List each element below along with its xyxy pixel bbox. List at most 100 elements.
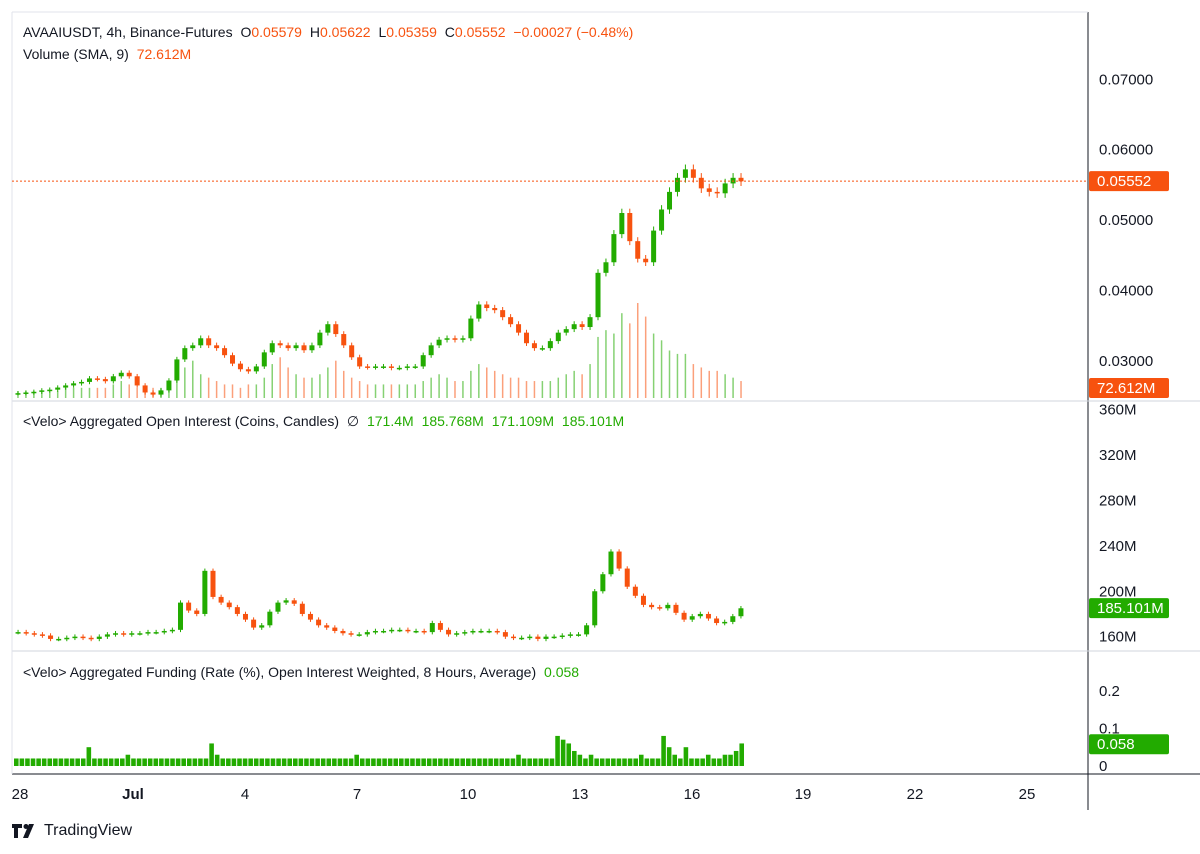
price-pane[interactable] <box>12 164 1088 398</box>
candle-body <box>659 209 665 231</box>
candle-body <box>269 343 275 353</box>
candle-body <box>444 338 450 340</box>
oi-candle-body <box>429 623 435 633</box>
funding-bar <box>371 758 376 766</box>
candle-body <box>39 390 45 392</box>
oi-candle-body <box>48 635 54 639</box>
time-tick-label: 25 <box>1019 786 1036 803</box>
funding-bar <box>566 743 572 766</box>
funding-bar <box>672 754 678 766</box>
volume-bar <box>414 384 417 398</box>
open-interest-pane[interactable] <box>15 549 744 642</box>
oi-candle-body <box>104 634 110 637</box>
volume-bar <box>247 384 250 398</box>
funding-title[interactable]: <Velo> Aggregated Funding (Rate (%), Ope… <box>23 664 537 680</box>
funding-bar <box>287 758 293 766</box>
funding-bar <box>136 758 142 766</box>
funding-bar <box>387 758 393 766</box>
funding-tick-label: 0.2 <box>1099 683 1120 700</box>
candle-body <box>667 191 673 210</box>
oi-candle-body <box>705 613 711 619</box>
volume-bar <box>64 387 67 398</box>
funding-bar <box>209 743 214 766</box>
volume-bar <box>303 377 305 398</box>
funding-bar <box>186 758 192 766</box>
oi-candle-body <box>689 616 695 620</box>
funding-bar <box>661 735 666 766</box>
funding-bar <box>705 754 711 766</box>
funding-bar <box>131 758 136 766</box>
oi-candle-body <box>259 625 265 628</box>
candle-body <box>674 177 680 192</box>
funding-bar <box>638 754 644 766</box>
symbol-label[interactable]: AVAAIUSDT, 4h, Binance-Futures <box>23 24 233 40</box>
oi-candle-body <box>332 627 338 631</box>
candle-body <box>563 329 569 333</box>
candle-body <box>396 367 402 370</box>
volume-bar <box>366 384 369 398</box>
funding-bar <box>320 758 326 766</box>
tradingview-logo[interactable]: TradingView <box>12 822 132 840</box>
volume-bar <box>271 364 273 398</box>
volume-label[interactable]: Volume (SMA, 9) <box>23 46 129 62</box>
funding-bar <box>41 758 47 766</box>
price-tick-label: 0.06000 <box>1099 142 1153 159</box>
price-tick-label: 0.07000 <box>1099 71 1153 88</box>
volume-bar <box>446 377 448 398</box>
candle-body <box>198 338 204 346</box>
oi-title[interactable]: <Velo> Aggregated Open Interest (Coins, … <box>23 413 339 429</box>
oi-tick-label: 360M <box>1099 402 1137 419</box>
close-label: C <box>444 24 455 40</box>
volume-bar <box>192 360 194 398</box>
volume-bar <box>724 374 726 398</box>
oi-candle-body <box>649 604 655 608</box>
oi-candle-body <box>657 607 663 609</box>
candle-body <box>325 324 331 333</box>
volume-bar <box>438 374 440 398</box>
price-axes[interactable]: 0.07000 0.06000 0.05000 0.04000 0.03000 0.055… <box>12 71 1169 803</box>
volume-bar <box>88 387 91 398</box>
time-tick-label: 7 <box>353 786 361 803</box>
volume-bar <box>660 340 663 398</box>
oi-candle-body <box>218 596 224 603</box>
funding-pane[interactable] <box>14 735 744 766</box>
funding-bar <box>527 758 532 766</box>
oi-candle-body <box>640 595 646 605</box>
volume-bar <box>462 381 464 398</box>
change-value: −0.00027 (−0.48%) <box>513 24 634 40</box>
price-tick-label: 0.04000 <box>1099 282 1153 299</box>
funding-bar <box>125 754 131 766</box>
volume-bar <box>72 387 75 398</box>
candle-body <box>380 366 386 368</box>
candle-body <box>23 392 29 394</box>
funding-bar <box>309 758 315 766</box>
funding-bar <box>86 747 92 766</box>
candle-body <box>388 366 394 368</box>
oi-candle-body <box>348 633 354 635</box>
candle-body <box>15 393 21 395</box>
funding-bar <box>203 758 209 766</box>
funding-bar <box>359 758 365 766</box>
high-label: H <box>309 24 320 40</box>
time-tick-label: 22 <box>907 786 924 803</box>
oi-candle-body <box>519 637 525 640</box>
funding-bar <box>415 758 421 766</box>
funding-bar <box>108 758 114 766</box>
funding-bar <box>326 758 332 766</box>
oi-candle-body <box>486 630 492 633</box>
oi-candle-body <box>714 618 720 624</box>
volume-bar <box>517 377 520 398</box>
candle-body <box>619 213 625 235</box>
funding-bar <box>25 758 30 766</box>
volume-bar <box>565 374 567 398</box>
candle-body <box>285 345 291 349</box>
candle-body <box>230 355 236 364</box>
funding-bar <box>354 754 359 766</box>
candle-body <box>722 183 728 194</box>
volume-bar <box>732 377 734 398</box>
funding-bar <box>281 758 287 766</box>
volume-bar <box>215 381 218 398</box>
oi-candle-body <box>242 613 248 620</box>
candle-body <box>365 366 371 368</box>
